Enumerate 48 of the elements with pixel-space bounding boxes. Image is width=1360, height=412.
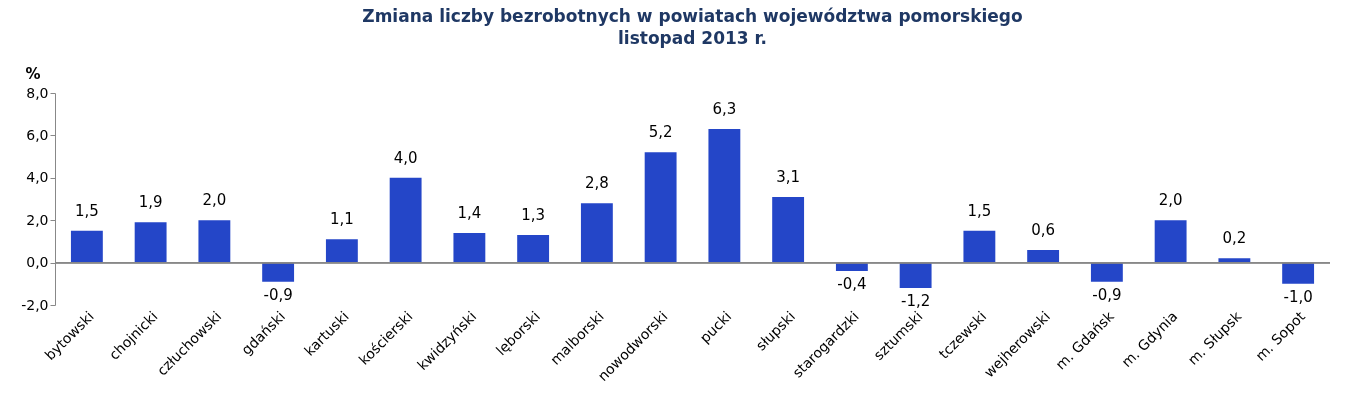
data-label: 2,0 <box>1158 191 1183 210</box>
data-label: -1,0 <box>1283 287 1313 306</box>
bar <box>389 177 422 263</box>
data-label: 1,1 <box>329 210 354 229</box>
y-tick-label: 0,0 <box>26 254 49 271</box>
data-label: 2,8 <box>584 174 609 193</box>
bar <box>772 196 805 263</box>
bar <box>1218 258 1251 263</box>
bar <box>835 262 868 272</box>
y-tick-label: 6,0 <box>26 126 49 143</box>
bar <box>1154 220 1187 263</box>
data-label: 1,5 <box>967 201 992 220</box>
data-label: 3,1 <box>776 167 801 186</box>
y-tick-label: -2,0 <box>21 296 49 313</box>
bar <box>580 203 613 263</box>
data-label: 6,3 <box>712 100 737 119</box>
data-label: 2,0 <box>202 191 227 210</box>
data-label: 1,3 <box>521 206 546 225</box>
data-label: 5,2 <box>648 123 673 142</box>
bar <box>198 220 231 263</box>
bar <box>644 152 677 263</box>
data-label: -0,9 <box>1092 285 1122 304</box>
bar <box>453 232 486 263</box>
data-label: 0,2 <box>1222 229 1247 248</box>
bar <box>134 222 167 263</box>
y-tick-label: 8,0 <box>26 84 49 101</box>
data-label: 0,6 <box>1031 220 1056 239</box>
bar <box>1282 262 1315 284</box>
chart-title: Zmiana liczby bezrobotnych w powiatach województwa pomorskiego listopad 2013 r. <box>362 6 1023 48</box>
y-axis-title: % <box>25 64 41 83</box>
bar <box>325 239 358 263</box>
bar <box>963 230 996 263</box>
data-label: -1,2 <box>900 292 931 311</box>
bar <box>899 262 932 289</box>
y-tick-label: 2,0 <box>26 211 49 228</box>
bar <box>70 230 103 263</box>
data-label: 1,5 <box>74 201 99 220</box>
data-label: -0,9 <box>263 285 293 304</box>
bar <box>1090 262 1123 282</box>
data-label: 1,9 <box>138 193 163 212</box>
bar <box>262 262 295 282</box>
y-tick-label: 4,0 <box>26 169 49 186</box>
bar <box>1027 249 1060 263</box>
bar <box>708 129 741 263</box>
data-label: 1,4 <box>457 203 482 222</box>
data-label: 4,0 <box>393 148 418 167</box>
bar <box>517 235 550 263</box>
data-label: -0,4 <box>837 275 867 294</box>
